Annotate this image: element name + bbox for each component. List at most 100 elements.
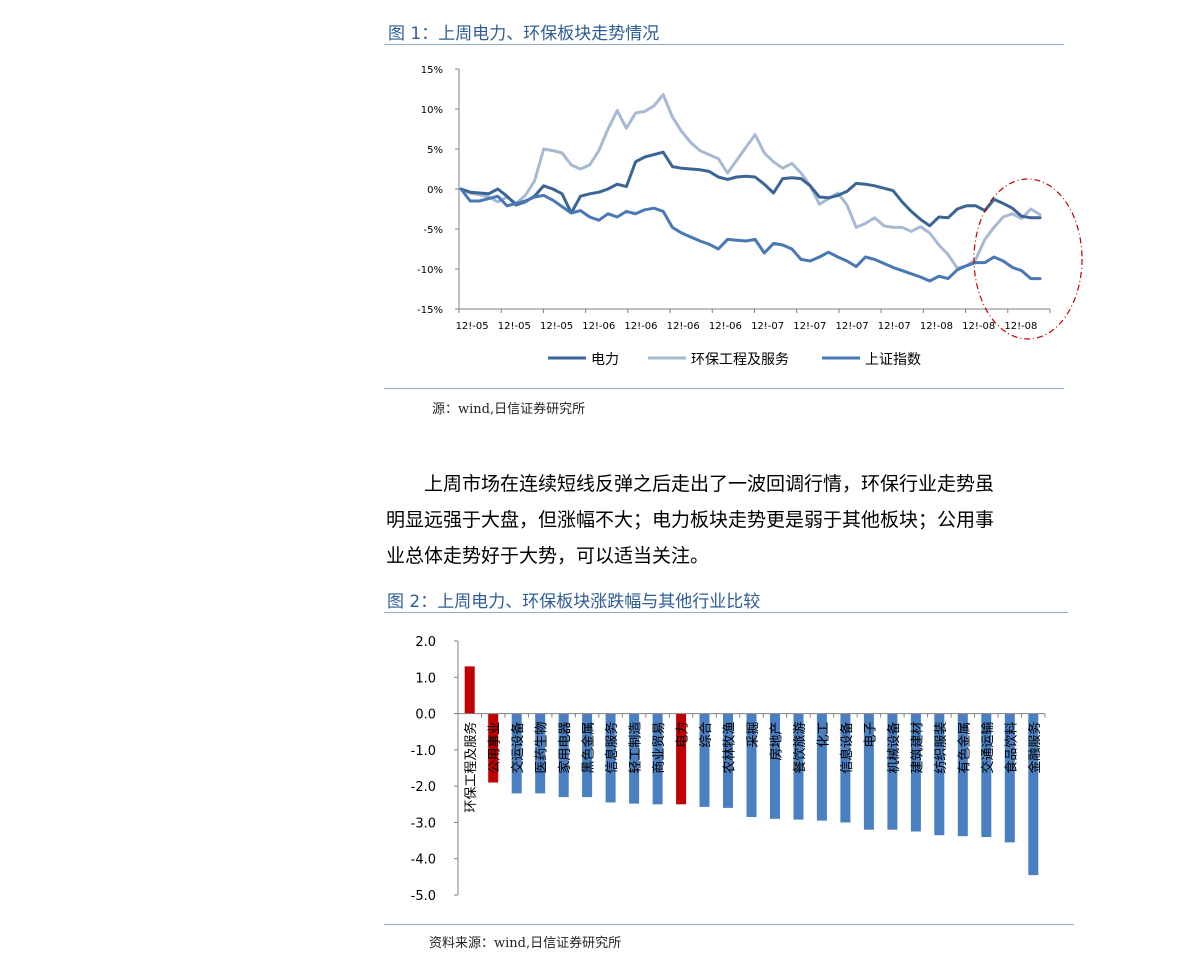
category-label: 医药生物 [535, 722, 550, 774]
bar [464, 666, 475, 714]
category-label: 化工 [816, 722, 831, 748]
y-tick-label: -2.0 [411, 780, 436, 795]
series-line-1 [459, 150, 1042, 228]
bar [863, 713, 874, 830]
figure2-title-rule [384, 612, 1068, 613]
x-tick-label: 12!-07 [878, 321, 911, 332]
category-label: 家用电器 [557, 722, 573, 774]
bar [816, 713, 827, 821]
y-tick-label: -1.0 [411, 744, 436, 759]
x-tick-label: 12!-07 [793, 321, 826, 332]
y-tick-label: 1.0 [415, 671, 436, 686]
bar [605, 713, 616, 803]
x-tick-label: 12!-05 [540, 321, 573, 332]
y-tick-label: 5% [427, 145, 443, 156]
category-label: 有色金属 [956, 722, 972, 774]
legend-label: 上证指数 [865, 352, 921, 368]
category-label: 综合 [699, 722, 714, 748]
category-label: 纺织服装 [934, 722, 949, 774]
x-tick-label: 12!-06 [624, 321, 657, 332]
category-label: 商业贸易 [652, 722, 667, 774]
category-label: 交通运输 [980, 722, 996, 774]
x-tick-label: 12!-06 [667, 321, 700, 332]
category-label: 信息服务 [604, 722, 620, 774]
x-tick-label: 12!-08 [920, 321, 953, 332]
category-label: 轻工制造 [629, 722, 644, 774]
paragraph-line: 业总体走势好于大势，可以适当关注。 [386, 545, 710, 567]
y-tick-label: 2.0 [415, 635, 436, 650]
paragraph-line: 明显远强于大盘，但涨幅不大；电力板块走势更是弱于其他板块；公用事 [386, 509, 995, 531]
y-tick-label: -5% [424, 225, 443, 236]
x-tick-label: 12!-06 [582, 321, 615, 332]
bar [887, 713, 898, 830]
bar [699, 713, 710, 807]
y-tick-label: 10% [421, 105, 443, 116]
bar [676, 713, 687, 805]
x-tick-label: 12!-05 [456, 321, 489, 332]
x-tick-label: 12!-06 [709, 321, 742, 332]
category-label: 餐饮旅游 [792, 722, 808, 774]
figure2-bottom-rule [384, 924, 1074, 925]
category-label: 采掘 [746, 722, 761, 748]
bar [981, 713, 992, 837]
x-tick-label: 12!-08 [1004, 321, 1037, 332]
y-tick-label: -5.0 [411, 889, 436, 904]
bar-chart: 2.0 1.0 0.0 -1.0 -2.0 -3.0 -4.0 -5.0 环保工程及服务 公用事业… [411, 635, 1046, 904]
category-label: 交运设备 [510, 722, 526, 774]
y-tick-label: -4.0 [411, 853, 436, 868]
figure1-title-rule [384, 44, 1064, 45]
x-tick-label: 12!-08 [962, 321, 995, 332]
bar [746, 713, 757, 817]
category-label: 公用事业 [488, 722, 503, 774]
bar [629, 713, 640, 804]
bar [910, 713, 921, 832]
category-label: 电子 [863, 722, 878, 748]
legend-label: 环保工程及服务 [691, 352, 789, 368]
category-label: 建筑建材 [909, 722, 925, 774]
x-tick-label: 12!-07 [751, 321, 784, 332]
category-label: 电力 [676, 722, 691, 748]
bar [511, 713, 522, 794]
highlight-ellipse [973, 178, 1083, 340]
bar [840, 713, 851, 823]
y-tick-label: 15% [421, 65, 443, 76]
bar [488, 713, 499, 783]
figure2-title: 图 2：上周电力、环保板块涨跌幅与其他行业比较 [387, 592, 761, 612]
category-label: 金融服务 [1027, 722, 1043, 774]
y-tick-label: -10% [417, 265, 443, 276]
bar [1028, 713, 1039, 876]
bar [535, 713, 546, 794]
x-tick-label: 12!-07 [835, 321, 868, 332]
legend-label: 电力 [591, 352, 619, 368]
line-chart: 15% 10% 5% 0% -5% -10% -15% 12!-05 12!-05 12!-05 1… [417, 65, 1083, 368]
series-line-2 [459, 93, 1042, 270]
figure1-title: 图 1：上周电力、环保板块走势情况 [388, 24, 660, 44]
bar [934, 713, 945, 836]
bar [770, 713, 780, 819]
y-tick-label: -15% [417, 305, 443, 316]
y-tick-label: -3.0 [411, 816, 436, 831]
bar [957, 713, 968, 837]
bar [652, 713, 663, 805]
y-tick-label: 0.0 [415, 708, 436, 723]
category-label: 环保工程及服务 [463, 722, 479, 813]
bar [558, 713, 569, 798]
figure2-source: 资料来源：wind,日信证券研究所 [429, 936, 622, 951]
bar [723, 713, 733, 808]
series-line-3 [459, 187, 1042, 283]
body-paragraph: 上周市场在连续短线反弹之后走出了一波回调行情，环保行业走势虽 明显远强于大盘，但… [386, 466, 1070, 574]
bar [793, 713, 804, 820]
figure1-bottom-rule [384, 388, 1064, 389]
category-label: 房地产 [768, 722, 784, 761]
paragraph-line: 上周市场在连续短线反弹之后走出了一波回调行情，环保行业走势虽 [424, 473, 995, 495]
category-label: 信息设备 [839, 722, 855, 774]
category-label: 农林牧渔 [723, 722, 738, 774]
category-label: 食品饮料 [1003, 722, 1019, 774]
category-label: 机械设备 [886, 722, 902, 774]
category-label: 黑色金属 [581, 722, 597, 774]
x-tick-label: 12!-05 [498, 321, 531, 332]
bar [582, 713, 593, 798]
bar [1004, 713, 1015, 843]
figure1-source: 源：wind,日信证券研究所 [432, 402, 586, 417]
y-tick-label: 0% [427, 185, 443, 196]
